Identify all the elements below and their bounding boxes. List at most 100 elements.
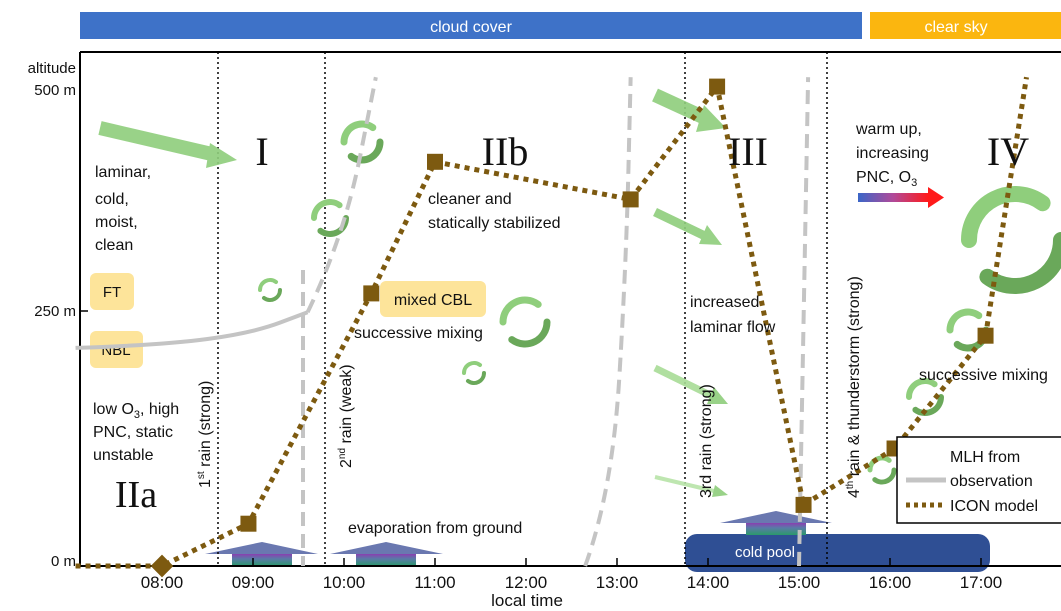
laminar-line-3: moist, <box>95 214 138 231</box>
arrow-icon-laminar <box>98 121 237 168</box>
laminar-note: laminar, cold, moist, clean <box>95 164 155 254</box>
rain-label-4: 4th rain & thunderstorm (strong) <box>845 276 863 498</box>
successive-mixing-1: successive mixing <box>354 325 483 342</box>
rain-label-3: 3rd rain (strong) <box>698 384 715 498</box>
obs-curve-nbl <box>75 310 309 350</box>
x-tick-label: 10:00 <box>323 573 366 592</box>
clear-sky-bar <box>870 12 1061 39</box>
cold-pool-label: cold pool <box>735 544 795 561</box>
arrow-icon-iii-1 <box>652 88 726 132</box>
rain-2-text: rain (weak) <box>338 364 355 448</box>
successive-mixing-2: successive mixing <box>919 367 1048 384</box>
model-point <box>240 515 257 532</box>
phase-i: I <box>255 129 268 174</box>
low-o3-line-2: PNC, static <box>93 424 173 441</box>
low-o3-line-3: unstable <box>93 447 154 464</box>
arrow-icon-iii-4 <box>654 475 728 497</box>
warm-up-line-2: increasing <box>856 145 929 162</box>
rotation-arrow-icon <box>462 361 486 385</box>
mixed-cbl-label: mixed CBL <box>394 292 472 309</box>
nbl-box <box>90 331 143 368</box>
phase-iii: III <box>728 129 768 174</box>
cloud-cover-label: cloud cover <box>430 19 512 36</box>
x-tick-label: 11:00 <box>414 573 455 592</box>
cleaner-note: cleaner and statically stabilized <box>428 191 561 232</box>
advection-arrows <box>98 88 728 497</box>
rain-2-num: 2 <box>338 459 355 468</box>
cleaner-line-1: cleaner and <box>428 191 512 208</box>
arrow-icon-iii-2 <box>653 207 722 245</box>
increased-line-1: increased <box>690 294 759 311</box>
evaporation-note: evaporation from ground <box>348 520 522 537</box>
increased-note: increased laminar flow <box>690 294 776 336</box>
legend-model-label: ICON model <box>950 498 1038 515</box>
arrow-icon-iii-3 <box>653 364 728 404</box>
ft-box <box>90 273 134 310</box>
rain-4-sup: th <box>845 481 856 489</box>
x-tick-label: 12:00 <box>505 573 548 592</box>
x-axis-label: local time <box>491 591 563 610</box>
y-tick-label-0: 0 m <box>51 553 76 570</box>
model-point <box>977 327 994 344</box>
rotation-arrow-icon <box>258 278 282 302</box>
rotation-arrow-icon <box>961 186 1061 294</box>
model-curve <box>75 76 1029 569</box>
ft-label: FT <box>103 284 121 301</box>
obs-curve-rise-1 <box>305 76 378 314</box>
x-tick-label: 15:00 <box>778 573 821 592</box>
warm-up-note: warm up, increasing <box>855 121 929 162</box>
pnc-o3-line: PNC, O3 <box>856 169 917 189</box>
rain-lines <box>217 52 828 566</box>
pnc-o3-pre: PNC, O <box>856 169 911 186</box>
rain-1-sup: st <box>196 471 207 479</box>
laminar-line-1: laminar, <box>95 164 151 181</box>
rain-1-num: 1 <box>197 479 214 488</box>
clear-sky-label: clear sky <box>924 19 987 36</box>
obs-curve-rise-3 <box>797 77 811 567</box>
model-point <box>709 78 726 95</box>
rain-label-2: 2nd rain (weak) <box>337 364 355 468</box>
y-tick-label-250: 250 m <box>34 303 76 320</box>
x-tick-label: 08:00 <box>141 573 184 592</box>
cold-pool <box>685 534 990 572</box>
low-o3-post: , high <box>140 401 179 418</box>
low-o3-pre: low O <box>93 401 134 418</box>
y-tick-label-500: 500 m <box>34 82 76 99</box>
model-point <box>427 153 443 170</box>
cloud-cover-bar <box>80 12 862 39</box>
obs-curve-rise-2 <box>583 77 633 567</box>
rain-2-sup: nd <box>337 448 348 459</box>
rain-4-num: 4 <box>846 489 863 498</box>
laminar-line-4: clean <box>95 237 133 254</box>
rotation-arrow-icon <box>906 378 944 416</box>
x-tick-label: 13:00 <box>596 573 639 592</box>
legend-title: MLH from <box>950 449 1020 466</box>
x-tick-label: 14:00 <box>687 573 730 592</box>
legend-obs-label: observation <box>950 473 1033 490</box>
cleaner-line-2: statically stabilized <box>428 215 561 232</box>
ground-arrow-3 <box>720 511 832 535</box>
warm-up-line-1: warm up, <box>855 121 922 138</box>
warm-up-arrow-icon <box>858 187 944 208</box>
mixed-cbl-box <box>380 281 486 317</box>
laminar-line-2: cold, <box>95 191 129 208</box>
model-point <box>363 285 380 302</box>
x-tick-label: 16:00 <box>869 573 912 592</box>
ground-arrow-2 <box>330 542 443 566</box>
model-point <box>795 496 812 513</box>
x-tick-label: 09:00 <box>232 573 275 592</box>
increased-line-2: laminar flow <box>690 319 776 336</box>
rotation-arrow-icon <box>340 120 384 164</box>
x-ticks: 08:00 09:00 10:00 11:00 12:00 13:00 14:00 15:00… <box>141 558 1002 592</box>
rain-label-1: 1st rain (strong) <box>196 381 214 488</box>
rotation-arrow-icon <box>499 296 551 348</box>
legend: MLH from observation ICON model <box>896 436 1061 524</box>
phase-iv: IV <box>987 129 1029 174</box>
low-o3-sub: 3 <box>134 409 140 421</box>
model-point <box>622 191 639 208</box>
phase-iia: IIa <box>115 474 157 516</box>
ground-arrow-1 <box>205 542 318 566</box>
rain-1-text: rain (strong) <box>197 381 214 472</box>
low-o3-line-1: low O3, high <box>93 401 179 421</box>
